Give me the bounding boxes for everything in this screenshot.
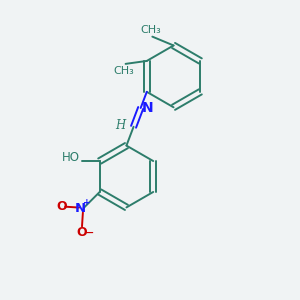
Text: HO: HO <box>61 151 80 164</box>
Text: +: + <box>83 198 91 207</box>
Text: CH₃: CH₃ <box>140 25 161 35</box>
Text: O: O <box>77 226 87 239</box>
Text: CH₃: CH₃ <box>114 66 134 76</box>
Text: O: O <box>56 200 67 213</box>
Text: −: − <box>85 228 94 238</box>
Text: N: N <box>75 202 86 215</box>
Text: N: N <box>142 101 154 115</box>
Text: H: H <box>115 119 125 132</box>
